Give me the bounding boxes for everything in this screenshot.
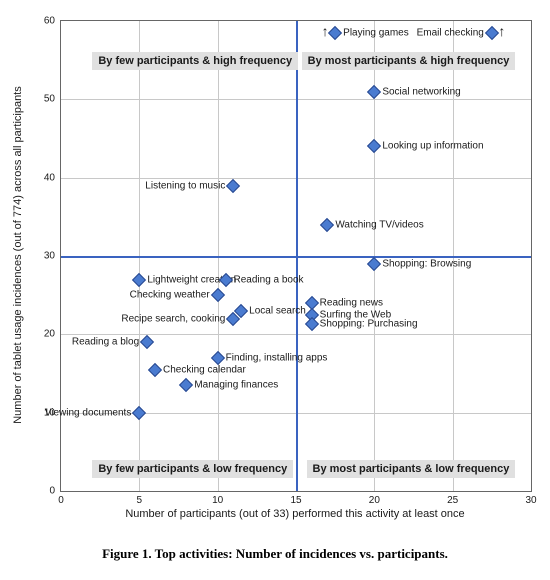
y-tick-label: 0 (49, 486, 55, 497)
y-tick-label: 30 (44, 251, 55, 262)
y-axis-label: Number of tablet usage incidences (out o… (10, 20, 26, 490)
y-tick-label: 60 (44, 16, 55, 27)
data-point (320, 218, 334, 232)
point-label: Shopping: Browsing (382, 258, 471, 269)
data-point (305, 317, 319, 331)
point-label: Viewing documents (45, 407, 132, 418)
point-label: Checking calendar (163, 364, 246, 375)
x-tick-label: 5 (137, 495, 143, 506)
data-point (211, 288, 225, 302)
y-tick-label: 40 (44, 172, 55, 183)
y-tick-label: 50 (44, 94, 55, 105)
up-arrow-icon: ↑ (322, 23, 329, 39)
point-label: Reading a blog (72, 337, 139, 348)
point-label: Watching TV/videos (335, 219, 423, 230)
data-point (148, 363, 162, 377)
quad-label-top-left: By few participants & high frequency (92, 52, 298, 70)
x-axis-label: Number of participants (out of 33) perfo… (60, 508, 530, 520)
scatter-chart: Number of tablet usage incidences (out o… (10, 10, 540, 540)
point-label: Shopping: Purchasing (320, 319, 418, 330)
data-point (132, 272, 146, 286)
data-point (367, 139, 381, 153)
quad-label-bottom-right: By most participants & low frequency (307, 460, 516, 478)
data-point (132, 406, 146, 420)
quad-label-top-right: By most participants & high frequency (302, 52, 516, 70)
point-label: Social networking (382, 86, 460, 97)
point-label: Finding, installing apps (226, 352, 328, 363)
x-tick-label: 0 (58, 495, 64, 506)
data-point (367, 257, 381, 271)
point-label: Reading a book (234, 274, 304, 285)
x-tick-label: 10 (212, 495, 223, 506)
point-label: Listening to music (145, 180, 225, 191)
data-point (485, 26, 499, 40)
plot-area: 0510152025300102030405060By few particip… (60, 20, 532, 492)
up-arrow-icon: ↑ (498, 23, 505, 39)
point-label: Managing finances (194, 380, 278, 391)
point-label: Recipe search, cooking (121, 313, 225, 324)
point-label: Looking up information (382, 141, 483, 152)
point-label: Local search (249, 305, 306, 316)
x-tick-label: 30 (525, 495, 536, 506)
data-point (367, 84, 381, 98)
data-point (140, 335, 154, 349)
figure-caption: Figure 1. Top activities: Number of inci… (10, 546, 540, 562)
x-tick-label: 25 (447, 495, 458, 506)
y-tick-label: 20 (44, 329, 55, 340)
data-point (211, 351, 225, 365)
point-label: Email checking (417, 27, 484, 38)
data-point (179, 378, 193, 392)
x-tick-label: 15 (290, 495, 301, 506)
x-tick-label: 20 (369, 495, 380, 506)
point-label: Checking weather (130, 290, 210, 301)
point-label: Playing games (343, 27, 409, 38)
data-point (328, 26, 342, 40)
data-point (226, 178, 240, 192)
point-label: Reading news (320, 298, 383, 309)
quad-label-bottom-left: By few participants & low frequency (92, 460, 293, 478)
